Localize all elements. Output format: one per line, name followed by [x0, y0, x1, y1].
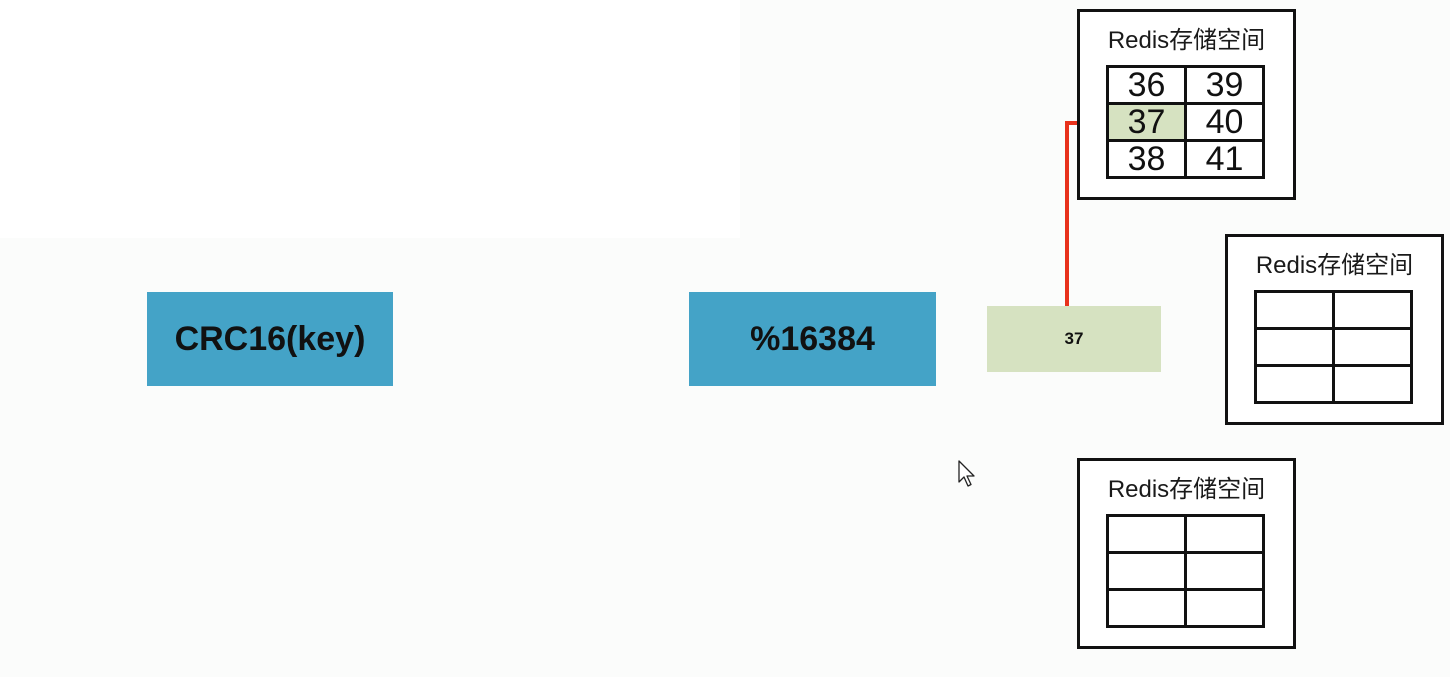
redis-node-1-slot-grid: 36 39 37 40 38 41: [1106, 65, 1265, 179]
slot-cell: [1332, 290, 1413, 330]
slot-cell: [1184, 588, 1265, 628]
slot-result-label: 37: [1064, 329, 1084, 348]
redis-node-2-slot-grid: [1254, 290, 1413, 404]
slot-cell: 36: [1106, 65, 1187, 105]
slide-background-panel: [0, 0, 740, 238]
slot-cell: [1254, 327, 1335, 367]
redis-node-3-slot-grid: [1106, 514, 1265, 628]
slot-cell: [1254, 290, 1335, 330]
slot-cell: [1106, 551, 1187, 591]
slot-cell: [1106, 514, 1187, 554]
slot-cell-highlighted: 37: [1106, 102, 1187, 142]
slot-cell: [1184, 551, 1265, 591]
slot-cell: [1184, 514, 1265, 554]
slot-result-box: 37: [987, 306, 1161, 372]
slot-cell: [1254, 364, 1335, 404]
redis-node-2: Redis存储空间: [1225, 234, 1444, 425]
modulo-box: %16384: [689, 292, 936, 386]
slot-cell: 38: [1106, 139, 1187, 179]
redis-node-1: Redis存储空间 36 39 37 40 38 41: [1077, 9, 1296, 200]
slot-cell: [1332, 327, 1413, 367]
slot-cell: [1332, 364, 1413, 404]
redis-node-3-title: Redis存储空间: [1107, 476, 1266, 503]
mouse-cursor-icon: [958, 460, 975, 487]
slot-cell: 41: [1184, 139, 1265, 179]
crc16-function-box: CRC16(key): [147, 292, 393, 386]
slot-cell: 39: [1184, 65, 1265, 105]
slot-cell: 40: [1184, 102, 1265, 142]
modulo-label: %16384: [750, 319, 875, 358]
redis-node-1-title: Redis存储空间: [1107, 27, 1266, 54]
crc16-label: CRC16(key): [174, 319, 366, 358]
redis-node-2-title: Redis存储空间: [1255, 252, 1414, 279]
redis-node-3: Redis存储空间: [1077, 458, 1296, 649]
slot-cell: [1106, 588, 1187, 628]
